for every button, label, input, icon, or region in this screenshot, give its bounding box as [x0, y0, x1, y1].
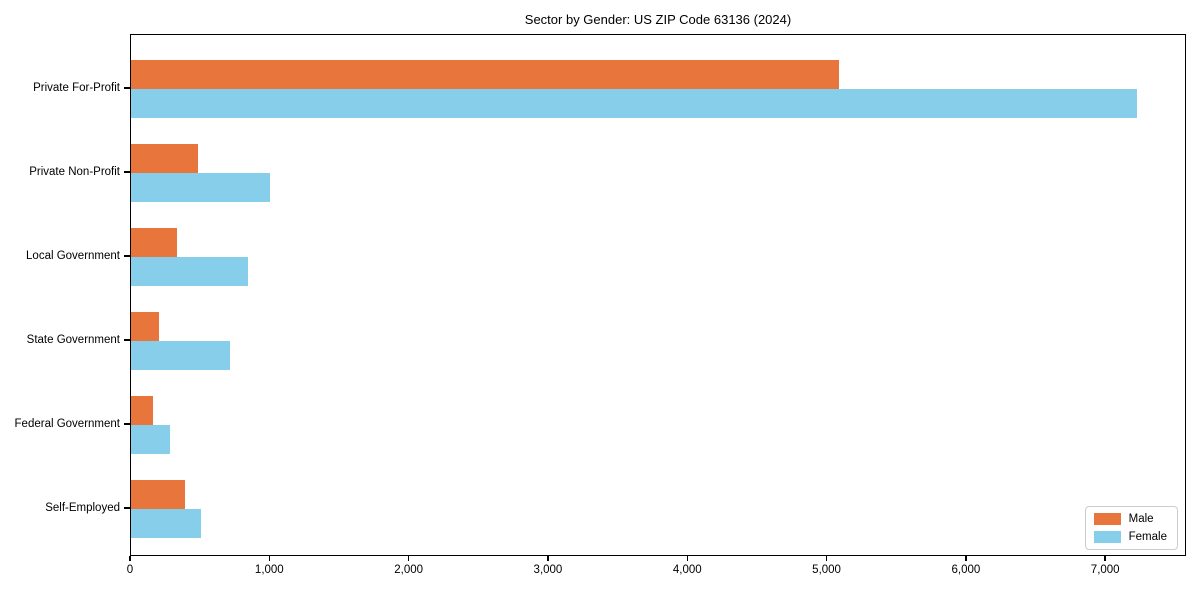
bar-female-self-employed: [131, 509, 201, 538]
bar-male-federal-government: [131, 396, 154, 425]
y-tick-mark: [124, 87, 130, 89]
legend-entry-male: Male: [1093, 513, 1167, 525]
y-tick-mark: [124, 423, 130, 425]
legend-label-male: Male: [1128, 513, 1154, 525]
x-tick-label-2-000: 2,000: [394, 564, 424, 576]
y-tick-label-private-non-profit: Private Non-Profit: [29, 166, 120, 178]
x-tick-label-7-000: 7,000: [1090, 564, 1120, 576]
x-tick-label-5-000: 5,000: [812, 564, 841, 576]
legend-swatch-female: [1093, 531, 1121, 543]
bar-male-local-government: [131, 228, 177, 257]
y-tick-label-state-government: State Government: [26, 334, 120, 346]
y-tick-label-local-government: Local Government: [26, 250, 120, 262]
y-tick-label-self-employed: Self-Employed: [45, 502, 120, 514]
x-tick-mark: [547, 556, 549, 561]
y-tick-label-private-for-profit: Private For-Profit: [33, 82, 120, 94]
x-tick-mark: [825, 556, 828, 561]
x-tick-mark: [268, 556, 271, 561]
bar-male-self-employed: [131, 480, 186, 509]
bar-male-state-government: [131, 312, 159, 341]
x-tick-label-4-000: 4,000: [672, 564, 702, 576]
x-tick-label-0: 0: [126, 564, 134, 576]
y-tick-mark: [124, 339, 130, 341]
x-tick-mark: [686, 556, 688, 561]
legend-entry-female: Female: [1093, 531, 1167, 543]
bar-female-private-non-profit: [131, 173, 271, 202]
x-tick-label-1-000: 1,000: [254, 564, 284, 576]
x-tick-mark: [129, 556, 131, 561]
y-tick-mark: [124, 507, 130, 509]
legend-label-female: Female: [1128, 531, 1167, 543]
y-tick-label-federal-government: Federal Government: [14, 418, 120, 430]
legend-swatch-male: [1093, 513, 1121, 525]
bar-female-private-for-profit: [131, 89, 1137, 118]
y-tick-mark: [124, 255, 130, 257]
bar-female-federal-government: [131, 425, 170, 454]
y-tick-mark: [124, 171, 130, 173]
x-tick-mark: [407, 556, 410, 561]
bar-male-private-non-profit: [131, 144, 198, 173]
x-tick-label-6-000: 6,000: [951, 564, 981, 576]
bar-male-private-for-profit: [131, 60, 839, 89]
bar-female-state-government: [131, 341, 230, 370]
x-tick-label-3-000: 3,000: [533, 564, 563, 576]
x-tick-mark: [965, 556, 967, 561]
legend: Male Female: [1084, 506, 1178, 550]
x-tick-mark: [1104, 556, 1106, 561]
plot-area: Male Female: [130, 34, 1186, 556]
bar-female-local-government: [131, 257, 249, 286]
chart-title: Sector by Gender: US ZIP Code 63136 (202…: [524, 12, 792, 27]
